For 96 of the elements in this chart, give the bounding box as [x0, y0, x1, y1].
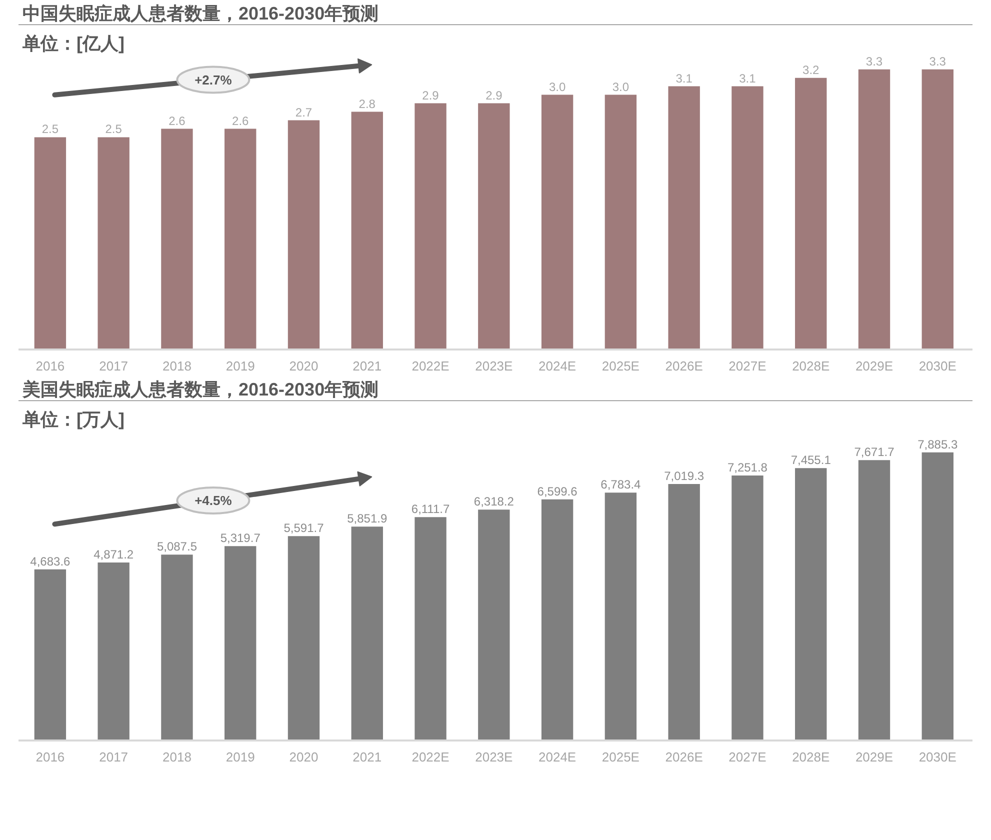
bar [288, 120, 320, 350]
x-tick-label: 2022E [412, 750, 450, 764]
data-label: 2.5 [105, 122, 122, 136]
data-label: 5,087.5 [156, 540, 198, 554]
data-label: 7,019.3 [664, 469, 704, 484]
x-tick-label: 2027E [728, 750, 767, 764]
bar [161, 128, 193, 350]
bar [732, 476, 764, 740]
bar [541, 499, 574, 740]
data-label: 7,885.3 [918, 437, 958, 452]
x-tick-label: 2028E [792, 750, 830, 764]
data-label: 6,111.7 [411, 502, 450, 516]
x-tick-label: 2017 [99, 358, 128, 374]
x-tick-label: 2021 [352, 750, 382, 764]
x-tick-label: 2023E [475, 750, 514, 764]
chart-subtitle: 单位：[万人] [22, 410, 124, 430]
data-label: 5,851.9 [347, 512, 388, 526]
x-tick-label: 2018 [162, 750, 192, 764]
data-label: 4,683.6 [30, 554, 71, 568]
x-tick-label: 2029E [855, 750, 894, 764]
x-tick-label: 2022E [412, 358, 450, 374]
bar [858, 69, 890, 350]
bar [414, 103, 446, 350]
x-tick-label: 2020 [289, 358, 318, 374]
data-label: 2.7 [295, 105, 312, 120]
data-label: 3.0 [548, 80, 566, 94]
bar [604, 94, 637, 350]
annotation: +2.7% [194, 72, 232, 88]
bar [98, 562, 130, 740]
data-label: 6,599.6 [537, 484, 578, 498]
x-tick-label: 2027E [728, 358, 767, 374]
data-label: 2.8 [358, 96, 376, 111]
x-tick-label: 2021 [352, 358, 382, 374]
bar [922, 452, 954, 740]
x-tick-label: 2025E [602, 358, 640, 374]
x-tick-label: 2018 [162, 358, 192, 374]
bar [288, 536, 320, 740]
bar [34, 137, 66, 350]
x-tick-label: 2023E [475, 358, 514, 374]
bar [224, 128, 256, 350]
data-label: 5,319.7 [220, 531, 261, 546]
x-tick-label: 2019 [226, 750, 255, 764]
data-label: 7,455.1 [790, 453, 832, 468]
data-label: 3.0 [612, 80, 630, 94]
data-label: 6,318.2 [474, 494, 514, 509]
data-label: 3.1 [739, 71, 756, 86]
bar [858, 460, 890, 740]
chart-title: 中国失眠症成人患者数量，2016-2030年预测 [22, 4, 379, 24]
bar [604, 492, 637, 740]
data-label: 3.3 [929, 54, 946, 68]
chart-title: 美国失眠症成人患者数量，2016-2030年预测 [22, 380, 379, 400]
bar [98, 137, 130, 350]
x-tick-label: 2030E [918, 358, 957, 374]
x-tick-label: 2026E [665, 750, 704, 764]
bar [922, 69, 954, 350]
bar [478, 510, 510, 740]
x-tick-label: 2016 [36, 358, 65, 374]
bar [224, 546, 256, 740]
data-label: 2.9 [486, 88, 503, 102]
data-label: 3.3 [866, 54, 883, 68]
bar [795, 78, 827, 350]
bar [351, 526, 383, 740]
x-tick-label: 2024E [538, 358, 576, 374]
x-tick-label: 2025E [602, 750, 640, 764]
bar [795, 468, 827, 740]
x-tick-label: 2029E [855, 358, 894, 374]
data-label: 6,783.4 [600, 478, 642, 492]
bar [34, 569, 66, 740]
bar [161, 554, 193, 740]
data-label: 2.6 [168, 114, 186, 128]
data-label: 4,871.2 [94, 548, 134, 562]
data-label: 5,591.7 [284, 521, 324, 536]
bar [732, 86, 764, 350]
data-label: 2.9 [422, 88, 440, 102]
bar [414, 517, 446, 740]
bar [478, 103, 510, 350]
bar [351, 112, 383, 350]
x-tick-label: 2026E [665, 358, 704, 374]
data-label: 2.5 [42, 122, 59, 136]
data-label: 3.1 [676, 71, 693, 86]
x-tick-label: 2016 [36, 750, 65, 764]
x-tick-label: 2030E [918, 750, 957, 764]
x-tick-label: 2017 [99, 750, 128, 764]
data-label: 7,251.8 [727, 460, 768, 475]
data-label: 3.2 [802, 62, 820, 77]
bar [668, 86, 700, 350]
bar [668, 484, 700, 740]
x-tick-label: 2024E [538, 750, 576, 764]
x-tick-label: 2020 [289, 750, 318, 764]
annotation: +4.5% [194, 493, 232, 508]
data-label: 2.6 [232, 114, 250, 128]
bar [541, 94, 574, 350]
chart-subtitle: 单位：[亿人] [22, 34, 124, 54]
x-tick-label: 2019 [226, 358, 255, 374]
x-tick-label: 2028E [792, 358, 830, 374]
data-label: 7,671.7 [854, 445, 895, 460]
